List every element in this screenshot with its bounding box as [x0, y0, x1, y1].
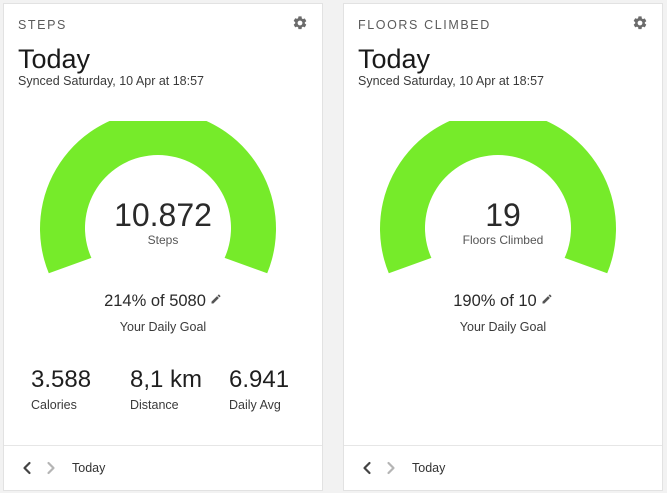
gauge-arc [40, 121, 276, 274]
card-title: Today [18, 44, 91, 74]
goal-progress: 190% of 10 [344, 292, 662, 311]
stat-distance: 8,1 km Distance [130, 366, 202, 412]
gauge-arc [380, 121, 616, 274]
gear-icon[interactable] [632, 15, 648, 31]
steps-value: 10.872 [114, 197, 212, 233]
floors-gauge [380, 121, 616, 274]
period-label: Today [72, 461, 106, 475]
goal-text: 190% of 10 [453, 292, 537, 310]
floors-value: 19 [485, 197, 521, 233]
card-header: STEPS [18, 18, 67, 32]
floors-unit-label: Floors Climbed [462, 233, 544, 247]
stat-label: Calories [31, 398, 77, 412]
goal-text: 214% of 5080 [104, 292, 206, 310]
stat-value: 8,1 km [130, 366, 203, 393]
floors-card: FLOORS CLIMBED Today Synced Saturday, 10… [343, 3, 663, 491]
steps-gauge [40, 121, 276, 274]
steps-unit-label: Steps [147, 233, 179, 247]
pencil-icon[interactable] [541, 293, 553, 305]
card-footer: Today [4, 445, 322, 490]
goal-label: Your Daily Goal [459, 320, 547, 334]
stat-label: Daily Avg [229, 398, 281, 412]
synced-timestamp: Synced Saturday, 10 Apr at 18:57 [358, 74, 545, 88]
goal-progress: 214% of 5080 [4, 292, 322, 311]
chevron-left-icon[interactable] [360, 460, 374, 476]
chevron-right-icon[interactable] [384, 460, 398, 476]
period-label: Today [412, 461, 446, 475]
card-footer: Today [344, 445, 662, 490]
gear-icon[interactable] [292, 15, 308, 31]
stat-calories: 3.588 Calories [31, 366, 91, 412]
card-header: FLOORS CLIMBED [358, 18, 491, 32]
stat-label: Distance [130, 398, 179, 412]
chevron-right-icon[interactable] [44, 460, 58, 476]
stat-value: 3.588 [31, 366, 92, 393]
chevron-left-icon[interactable] [20, 460, 34, 476]
pencil-icon[interactable] [210, 293, 222, 305]
synced-timestamp: Synced Saturday, 10 Apr at 18:57 [18, 74, 205, 88]
goal-label: Your Daily Goal [119, 320, 207, 334]
stat-daily-avg: 6.941 Daily Avg [229, 366, 289, 412]
stat-value: 6.941 [229, 366, 290, 393]
card-title: Today [358, 44, 431, 74]
steps-card: STEPS Today Synced Saturday, 10 Apr at 1… [3, 3, 323, 491]
